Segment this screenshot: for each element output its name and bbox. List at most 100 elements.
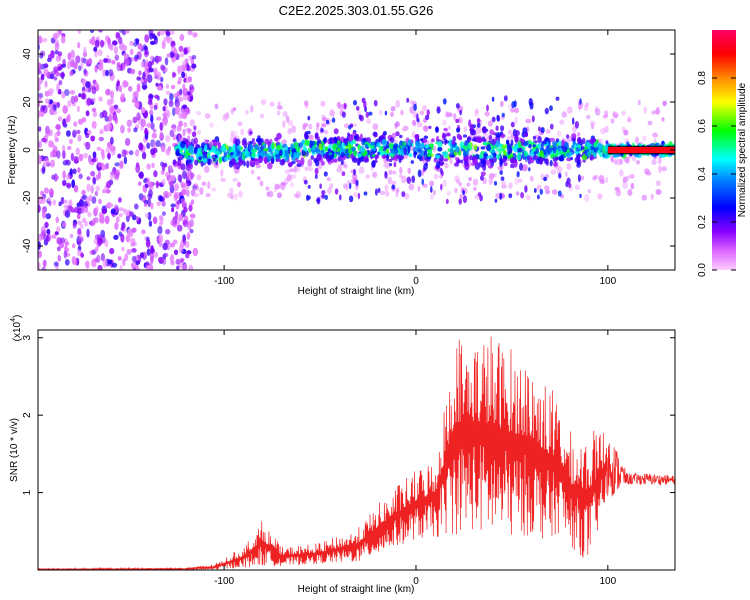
spectrogram-cell xyxy=(97,162,103,168)
snr-y-scale-exp: 4 xyxy=(10,318,17,322)
spectrogram-cell xyxy=(171,207,175,213)
spectrogram-cell xyxy=(325,146,328,152)
spectrogram-cell xyxy=(635,136,639,144)
spectrogram-cell xyxy=(517,140,522,148)
spectrogram-cell xyxy=(41,266,46,270)
spectrogram-cell xyxy=(384,184,389,192)
spectrogram-cell xyxy=(156,116,162,121)
spectrogram-cell xyxy=(486,104,489,112)
spectrogram-cell xyxy=(78,153,84,162)
spectrogram-cell xyxy=(155,140,161,147)
spectrogram-cell xyxy=(150,55,154,61)
spectrogram-cell xyxy=(446,132,451,137)
spectrogram-cell xyxy=(182,64,188,72)
spectrogram-cell xyxy=(368,111,373,116)
spectrogram-cell xyxy=(493,181,498,186)
spectrogram-cell xyxy=(404,193,410,200)
spectrogram-cell xyxy=(559,119,565,125)
spectrogram-cell xyxy=(637,99,641,106)
spectrogram-cell xyxy=(48,91,53,97)
spectrogram-cell xyxy=(145,236,150,242)
spectrogram-cell xyxy=(579,98,582,105)
spectrogram-cell xyxy=(512,129,517,137)
spectrogram-cell xyxy=(40,73,45,81)
spectrogram-cell xyxy=(387,176,393,185)
spectrogram-cell xyxy=(131,98,137,104)
spectrogram-cell xyxy=(186,164,191,169)
spectrogram-cell xyxy=(136,76,141,81)
spectrogram-cell xyxy=(610,155,614,163)
spectrogram-cell xyxy=(165,135,171,143)
spectrogram-cell xyxy=(203,158,208,163)
spectrogram-cell xyxy=(352,157,358,163)
spectrogram-cell xyxy=(571,133,577,139)
spectrogram-cell xyxy=(480,146,486,150)
spectrogram-cell xyxy=(444,138,447,146)
spectrogram-cell xyxy=(323,137,328,142)
spectrogram-cell xyxy=(428,125,432,129)
spectrogram-cell xyxy=(525,118,532,124)
spectrogram-cell xyxy=(431,138,435,143)
spectrogram-cell xyxy=(241,153,246,161)
spectrogram-cell xyxy=(96,146,102,151)
spectrogram-cell xyxy=(435,161,441,169)
snr-y-scale-base: (x10 xyxy=(12,321,23,341)
spectrogram-cell xyxy=(66,130,71,137)
spectrogram-cell xyxy=(161,162,166,172)
spectrogram-cell xyxy=(517,178,523,183)
spectrogram-cell xyxy=(135,216,140,222)
spectrogram-cell xyxy=(604,110,609,118)
spectrogram-cell xyxy=(432,189,436,196)
spectrogram-cell xyxy=(276,184,281,190)
spectrogram-cell xyxy=(549,159,553,167)
spectrogram-cell xyxy=(77,42,81,49)
spectrogram-cell xyxy=(624,175,629,182)
spectrogram-cell xyxy=(407,146,411,154)
spectrogram-cell xyxy=(462,195,467,204)
spectrogram-cell xyxy=(105,147,112,154)
spectrogram-cell xyxy=(364,143,368,149)
spectrogram-cell xyxy=(194,159,199,166)
spectrogram-cell xyxy=(433,173,439,180)
spectrogram-cell xyxy=(108,113,113,123)
spectrogram-cell xyxy=(38,83,41,91)
spectrogram-cell xyxy=(125,30,130,34)
spectrogram-cell xyxy=(86,228,90,238)
spectrogram-cell xyxy=(143,202,148,208)
spectrogram-cell xyxy=(321,160,325,166)
spectrogram-cell xyxy=(197,129,202,135)
spectrogram-cell xyxy=(269,101,275,107)
spectrogram-cell xyxy=(477,192,482,197)
spectrogram-cell xyxy=(259,180,264,187)
spectrogram-cell xyxy=(287,127,293,135)
spectrogram-cell xyxy=(148,189,153,198)
spectrogram-cell xyxy=(159,30,165,36)
spectrogram-cell xyxy=(134,103,139,108)
spectrogram-cell xyxy=(465,159,469,166)
snr-panel: -100 0 100 1 2 3 Height of straight line (km)… xyxy=(9,315,676,595)
spectrogram-cell xyxy=(341,111,346,118)
spectrogram-cell xyxy=(514,135,519,143)
spectrogram-cell xyxy=(473,186,477,191)
spectrogram-cell xyxy=(406,97,410,103)
spectrogram-cell xyxy=(240,128,245,136)
spectrogram-cell xyxy=(77,207,83,215)
spectrogram-cell xyxy=(363,151,368,155)
spectrogram-cell xyxy=(589,120,596,126)
spectrogram-cell xyxy=(100,229,106,238)
spectrogram-cell xyxy=(331,138,335,144)
spectrogram-cell xyxy=(425,162,428,166)
spectrogram-cell xyxy=(53,76,58,81)
spectrogram-cell xyxy=(600,127,606,135)
spectrogram-cell xyxy=(179,33,185,42)
spectrogram-cell xyxy=(302,139,305,144)
spectrogram-cell xyxy=(168,100,174,108)
spectrogram-cell xyxy=(435,126,439,133)
spectrogram-cell xyxy=(351,173,358,181)
spectrogram-cell xyxy=(62,179,67,186)
spectrogram-cell xyxy=(201,181,207,186)
spectrogram-cell xyxy=(423,125,429,132)
spectrogram-cell xyxy=(178,244,184,254)
spectrogram-cell xyxy=(41,137,47,143)
spectrogram-cell xyxy=(467,142,472,150)
